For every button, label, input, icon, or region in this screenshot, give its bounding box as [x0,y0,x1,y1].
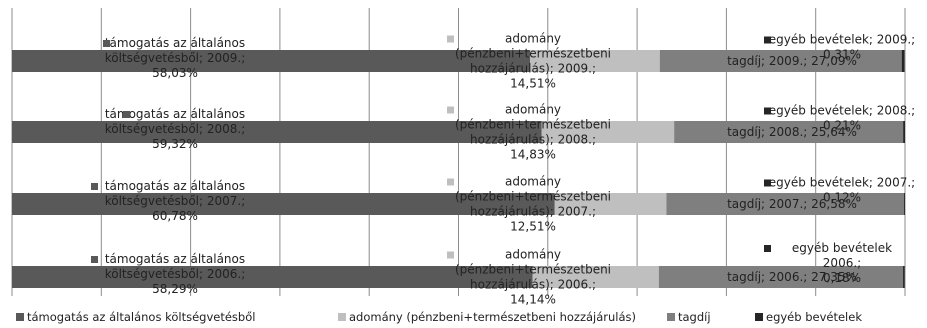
data-label: 59,32% [152,137,198,151]
data-label: 2006.; [823,256,861,270]
data-label: 0,21% [823,119,861,133]
legend-key-marker [764,245,771,252]
legend-key-marker [447,252,454,259]
legend-entry: egyéb bevételek [766,310,862,324]
data-label: 0,12% [823,191,861,205]
legend-swatch [755,313,763,321]
data-label: támogatás az általános [105,252,245,266]
legend-key-marker [708,58,715,65]
data-label: egyéb bevételek [792,241,892,255]
data-label: 14,83% [510,148,556,162]
data-label: 12,51% [510,220,556,234]
data-label: támogatás az általános [105,36,245,50]
data-label: 58,03% [152,66,198,80]
data-label: (pénzbeni+természetbeni [455,190,611,204]
data-label: 0,31% [823,48,861,62]
data-label: (pénzbeni+természetbeni [455,263,611,277]
legend-key-marker [123,111,130,118]
data-label: egyéb bevételek; 2007.; [769,176,915,190]
data-label: hozzájárulás); 2006.; [470,278,596,292]
legend-swatch [338,313,346,321]
data-label: hozzájárulás); 2009.; [470,62,596,76]
legend-key-marker [447,179,454,186]
data-label: (pénzbeni+természetbeni [455,118,611,132]
legend-key-marker [764,108,771,115]
bar-segment [903,266,905,288]
legend-key-marker [447,36,454,43]
legend-key-marker [764,37,771,44]
data-label: költségvetésből; 2008.; [105,122,246,136]
data-label: adomány [505,32,561,46]
legend-key-marker [91,256,98,263]
data-label: hozzájárulás); 2008.; [470,133,596,147]
legend-key-marker [708,274,715,281]
data-label: költségvetésből; 2006.; [105,267,246,281]
data-label: 60,78% [152,209,198,223]
data-label: (pénzbeni+természetbeni [455,47,611,61]
legend-key-marker [708,201,715,208]
data-label: egyéb bevételek; 2008.; [769,104,915,118]
bar-segment [12,50,530,72]
data-label: adomány [505,103,561,117]
bar-segment [902,50,905,72]
legend-key-marker [764,180,771,187]
data-label: adomány [505,248,561,262]
legend-entry: támogatás az általános költségvetésből [27,310,255,324]
legend-key-marker [447,107,454,114]
legend-key-marker [91,183,98,190]
data-label: 0,18% [823,271,861,285]
bar-segment [904,193,905,215]
data-label: egyéb bevételek; 2009.; [769,33,915,47]
data-label: hozzájárulás); 2007.; [470,205,596,219]
data-label: adomány [505,175,561,189]
data-label: 14,14% [510,293,556,307]
legend-key-marker [103,40,110,47]
legend-entry: tagdíj [678,310,711,324]
legend-swatch [667,313,675,321]
data-label: 58,29% [152,282,198,296]
data-label: költségvetésből; 2009.; [105,51,246,65]
legend-key-marker [708,129,715,136]
data-label: 14,51% [510,77,556,91]
legend: támogatás az általános költségvetésből ad… [16,310,862,324]
bar-segment [903,121,905,143]
data-label: támogatás az általános [105,179,245,193]
legend-swatch [16,313,24,321]
data-label: költségvetésből; 2007.; [105,194,246,208]
legend-entry: adomány (pénzbeni+természetbeni hozzájár… [349,310,636,324]
